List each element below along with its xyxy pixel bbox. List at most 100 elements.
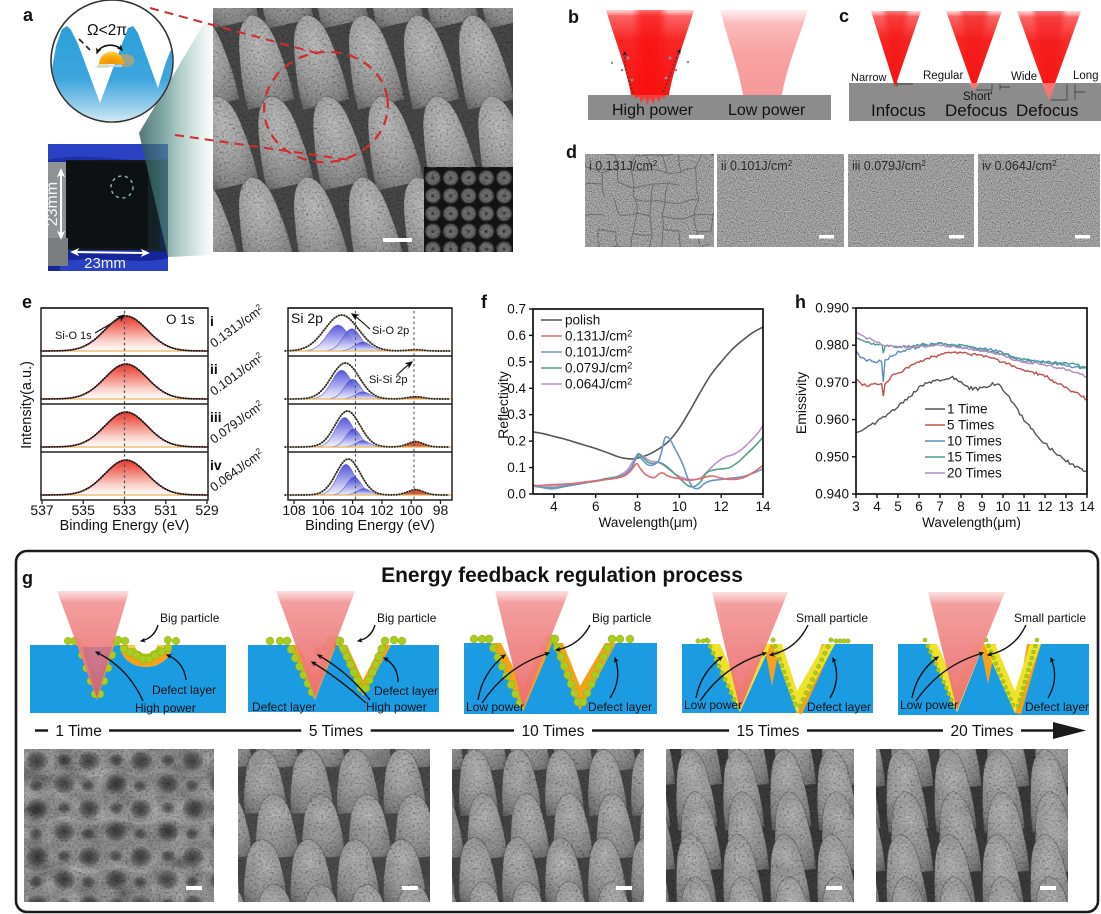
- svg-text:6: 6: [915, 499, 923, 514]
- svg-text:Defect layer: Defect layer: [374, 684, 438, 698]
- svg-text:531: 531: [154, 502, 178, 518]
- svg-text:1 Time: 1 Time: [55, 723, 102, 740]
- svg-text:20 Times: 20 Times: [947, 466, 1002, 481]
- svg-text:Ω<2π: Ω<2π: [87, 22, 127, 39]
- svg-text:0.079J/cm2: 0.079J/cm2: [565, 361, 632, 376]
- svg-text:ii 0.101J/cm2: ii 0.101J/cm2: [721, 159, 793, 173]
- svg-text:9: 9: [978, 499, 986, 514]
- svg-text:Big particle: Big particle: [592, 611, 652, 625]
- svg-text:102: 102: [370, 502, 394, 518]
- svg-text:d: d: [566, 142, 577, 162]
- svg-text:0.990: 0.990: [815, 301, 849, 316]
- svg-text:15 Times: 15 Times: [947, 450, 1002, 465]
- svg-text:15 Times: 15 Times: [737, 723, 800, 740]
- svg-text:i: i: [210, 313, 214, 329]
- svg-text:Regular: Regular: [923, 70, 963, 82]
- svg-text:Defect layer: Defect layer: [807, 700, 871, 714]
- svg-text:Defect layer: Defect layer: [588, 700, 652, 714]
- svg-text:537: 537: [30, 502, 54, 518]
- svg-text:0.0: 0.0: [507, 487, 526, 502]
- svg-text:3: 3: [852, 499, 860, 514]
- svg-text:0.940: 0.940: [815, 487, 849, 502]
- svg-text:0.970: 0.970: [815, 375, 849, 390]
- svg-text:iii: iii: [210, 409, 222, 425]
- svg-text:g: g: [22, 568, 33, 588]
- svg-text:12: 12: [714, 499, 729, 514]
- svg-text:Defect layer: Defect layer: [252, 700, 316, 714]
- svg-text:Infocus: Infocus: [871, 101, 926, 120]
- svg-text:b: b: [568, 7, 579, 27]
- svg-text:iv 0.064J/cm2: iv 0.064J/cm2: [982, 159, 1057, 173]
- svg-text:8: 8: [634, 499, 642, 514]
- svg-text:0.960: 0.960: [815, 412, 849, 427]
- svg-text:533: 533: [113, 502, 137, 518]
- svg-text:14: 14: [755, 499, 771, 514]
- svg-text:6: 6: [592, 499, 600, 514]
- svg-text:0.131J/cm2: 0.131J/cm2: [207, 301, 267, 350]
- svg-text:Wide: Wide: [1011, 71, 1037, 83]
- svg-text:10: 10: [672, 499, 687, 514]
- svg-text:ii: ii: [210, 361, 218, 377]
- svg-text:5: 5: [894, 499, 902, 514]
- svg-text:h: h: [795, 292, 806, 312]
- svg-text:0.980: 0.980: [815, 338, 849, 353]
- svg-text:Low power: Low power: [728, 102, 806, 119]
- svg-text:iii 0.079J/cm2: iii 0.079J/cm2: [852, 159, 926, 173]
- svg-text:100: 100: [400, 502, 424, 518]
- svg-text:4: 4: [550, 499, 558, 514]
- svg-text:0.3: 0.3: [507, 407, 526, 422]
- svg-text:1 Time: 1 Time: [947, 402, 988, 417]
- svg-text:Defect layer: Defect layer: [152, 683, 216, 697]
- svg-text:104: 104: [341, 502, 365, 518]
- svg-text:0.1: 0.1: [507, 460, 526, 475]
- svg-text:c: c: [839, 6, 849, 26]
- svg-text:0.131J/cm2: 0.131J/cm2: [565, 329, 632, 344]
- svg-text:Si 2p: Si 2p: [291, 310, 323, 326]
- svg-text:0.4: 0.4: [507, 381, 526, 396]
- svg-text:Binding Energy (eV): Binding Energy (eV): [305, 518, 435, 534]
- svg-text:5 Times: 5 Times: [947, 418, 995, 433]
- svg-text:Big particle: Big particle: [160, 611, 220, 625]
- svg-text:108: 108: [282, 502, 306, 518]
- svg-text:Low power: Low power: [900, 698, 958, 712]
- svg-text:10 Times: 10 Times: [522, 723, 585, 740]
- svg-text:0.5: 0.5: [507, 354, 526, 369]
- svg-text:Long: Long: [1073, 70, 1099, 82]
- svg-text:529: 529: [195, 502, 219, 518]
- svg-text:106: 106: [312, 502, 336, 518]
- svg-text:Energy feedback regulation pro: Energy feedback regulation process: [381, 564, 743, 587]
- svg-text:Binding Energy (eV): Binding Energy (eV): [60, 518, 190, 534]
- svg-text:Low power: Low power: [684, 698, 742, 712]
- svg-text:e: e: [22, 292, 32, 312]
- svg-text:0.101J/cm2: 0.101J/cm2: [565, 345, 632, 360]
- svg-text:8: 8: [957, 499, 965, 514]
- svg-text:Big particle: Big particle: [377, 611, 437, 625]
- svg-text:Emissivity: Emissivity: [793, 372, 809, 434]
- svg-text:polish: polish: [565, 313, 600, 328]
- svg-text:Defocus: Defocus: [945, 101, 1007, 120]
- svg-text:12: 12: [1037, 499, 1052, 514]
- svg-text:535: 535: [72, 502, 96, 518]
- svg-text:0.2: 0.2: [507, 434, 526, 449]
- svg-text:4: 4: [873, 499, 881, 514]
- svg-text:iv: iv: [210, 457, 222, 473]
- svg-text:Si-O 2p: Si-O 2p: [372, 325, 409, 337]
- svg-text:Si-O 1s: Si-O 1s: [55, 330, 92, 342]
- svg-text:23mm: 23mm: [44, 182, 61, 226]
- svg-text:10: 10: [995, 499, 1010, 514]
- svg-text:i 0.131J/cm2: i 0.131J/cm2: [589, 159, 658, 173]
- svg-text:O 1s: O 1s: [166, 312, 195, 327]
- svg-text:High power: High power: [135, 701, 196, 715]
- svg-text:0.6: 0.6: [507, 328, 526, 343]
- svg-text:Wavelength(μm): Wavelength(μm): [922, 515, 1021, 530]
- svg-text:98: 98: [433, 502, 449, 518]
- svg-text:High power: High power: [612, 102, 694, 119]
- svg-text:10 Times: 10 Times: [947, 434, 1002, 449]
- svg-text:11: 11: [1017, 499, 1031, 514]
- svg-text:Wavelength(μm): Wavelength(μm): [599, 515, 698, 530]
- svg-text:Defect layer: Defect layer: [1025, 700, 1089, 714]
- svg-text:Narrow: Narrow: [851, 72, 887, 84]
- svg-text:14: 14: [1079, 499, 1095, 514]
- svg-text:Reflectivity: Reflectivity: [495, 371, 511, 439]
- svg-text:High power: High power: [366, 700, 427, 714]
